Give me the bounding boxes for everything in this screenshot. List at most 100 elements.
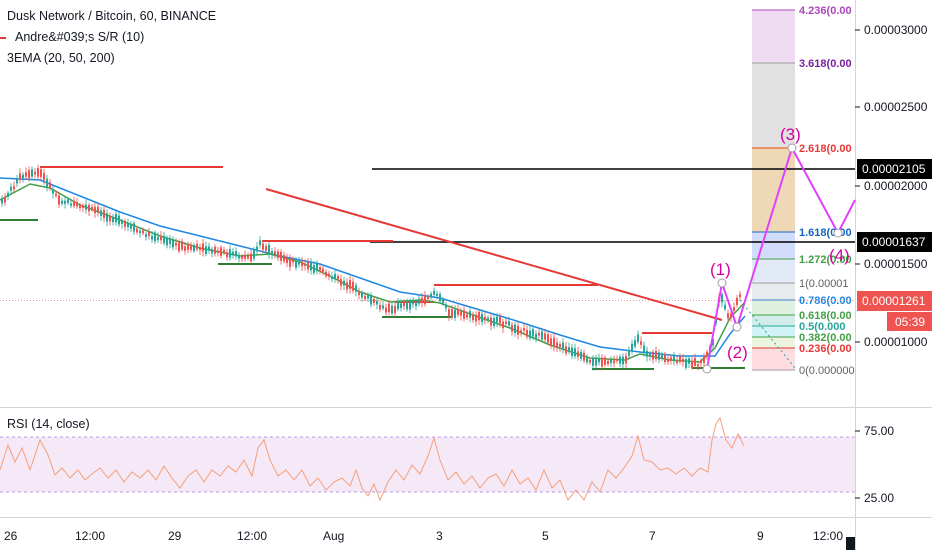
sr-resistance-lines[interactable]	[40, 166, 712, 334]
candle-body	[418, 298, 420, 304]
elliott-wave-path[interactable]	[706, 145, 856, 370]
price-axis[interactable]: 0.00003000 0.00002500 0.00002000 0.00001…	[855, 23, 928, 349]
candle-body	[55, 193, 57, 196]
indicator-ema-legend[interactable]: 3EMA (20, 50, 200)	[7, 51, 115, 65]
time-tick-9: 9	[757, 529, 764, 543]
ema-200-line[interactable]	[0, 177, 746, 357]
chart-title[interactable]: Dusk Network / Bitcoin, 60, BINANCE	[7, 9, 217, 23]
candle-body	[370, 296, 372, 305]
wave-points[interactable]	[702, 143, 843, 374]
candle-body	[259, 240, 261, 246]
candle-body	[328, 273, 330, 277]
candle-body	[163, 235, 165, 244]
candle-body	[544, 333, 546, 340]
candle-body	[349, 279, 351, 289]
svg-text:0.00001637: 0.00001637	[862, 235, 926, 249]
candle-body	[439, 294, 441, 301]
candle-body	[637, 334, 639, 342]
candle-body	[571, 347, 573, 356]
candle-body	[61, 200, 63, 204]
candle-body	[88, 204, 90, 212]
candle-body	[244, 254, 246, 259]
candle-body	[400, 303, 402, 308]
time-scroll-handle[interactable]	[846, 537, 855, 550]
candle-body	[19, 173, 21, 181]
candle-body	[643, 345, 645, 352]
candle-body	[295, 261, 297, 268]
candle-body	[646, 350, 648, 357]
candle-body	[445, 304, 447, 309]
rsi-pane[interactable]: 75.00 25.00	[0, 416, 894, 505]
candle-body	[652, 351, 654, 360]
candle-body	[574, 348, 576, 357]
candle-body	[451, 309, 453, 318]
candle-body	[691, 361, 693, 368]
indicator-sr-legend[interactable]: Andre&#039;s S/R (10)	[0, 30, 144, 44]
candle-body	[256, 246, 258, 252]
candle-body	[319, 267, 321, 272]
candle-body	[181, 241, 183, 250]
candle-body	[442, 299, 444, 304]
candle-body	[208, 246, 210, 251]
time-axis[interactable]: 26 12:00 29 12:00 Aug 3 5 7 9 12:00	[4, 529, 843, 543]
candle-body	[178, 242, 180, 252]
candle-body	[301, 261, 303, 267]
candle-body	[613, 360, 615, 364]
candle-body	[22, 174, 24, 179]
candle-body	[472, 313, 474, 321]
candle-body	[391, 305, 393, 314]
candle-body	[724, 304, 726, 310]
candle-body	[205, 246, 207, 255]
wave-label-4: (4)	[829, 246, 850, 265]
candle-body	[343, 280, 345, 286]
candle-body	[457, 309, 459, 315]
candle-body	[673, 355, 675, 362]
rsi-band	[0, 437, 855, 492]
candle-body	[298, 261, 300, 265]
candle-body	[262, 243, 264, 250]
rsi-legend[interactable]: RSI (14, close)	[7, 417, 90, 431]
candle-body	[241, 256, 243, 259]
candle-body	[193, 245, 195, 252]
rsi-tick-75: 75.00	[864, 424, 894, 438]
candle-body	[493, 318, 495, 327]
candle-body	[4, 196, 6, 203]
fib-extension-tool[interactable]	[752, 9, 795, 371]
wave-label-3: (3)	[780, 125, 801, 144]
candle-body	[640, 341, 642, 345]
candle-body	[313, 265, 315, 273]
candle-body	[559, 344, 561, 348]
candle-body	[322, 268, 324, 272]
candle-body	[649, 353, 651, 357]
candle-body	[169, 238, 171, 244]
trend-line[interactable]	[265, 188, 723, 321]
candle-body	[124, 221, 126, 227]
candle-body	[535, 333, 537, 340]
level-upper-badge	[857, 159, 932, 179]
candle-body	[34, 171, 36, 175]
candle-body	[238, 254, 240, 259]
candle-body	[484, 316, 486, 321]
candle-body	[76, 202, 78, 207]
candle-body	[523, 327, 525, 331]
candle-body	[595, 359, 597, 366]
candle-body	[292, 260, 294, 263]
candle-body	[139, 230, 141, 234]
wave-label-2: (2)	[727, 343, 748, 362]
candle-body	[340, 279, 342, 286]
price-tick-1: 0.00003000	[864, 23, 928, 37]
candle-body	[37, 168, 39, 177]
last-price-badge	[857, 291, 932, 311]
candle-body	[325, 271, 327, 277]
svg-text:0.00001261: 0.00001261	[862, 294, 926, 308]
candle-body	[547, 334, 549, 343]
candle-body	[31, 169, 33, 177]
candle-body	[331, 276, 333, 280]
candle-body	[271, 251, 273, 255]
price-candles[interactable]	[1, 164, 741, 371]
candle-body	[361, 292, 363, 298]
candle-body	[670, 357, 672, 361]
candle-body	[403, 302, 405, 307]
candle-body	[355, 285, 357, 292]
